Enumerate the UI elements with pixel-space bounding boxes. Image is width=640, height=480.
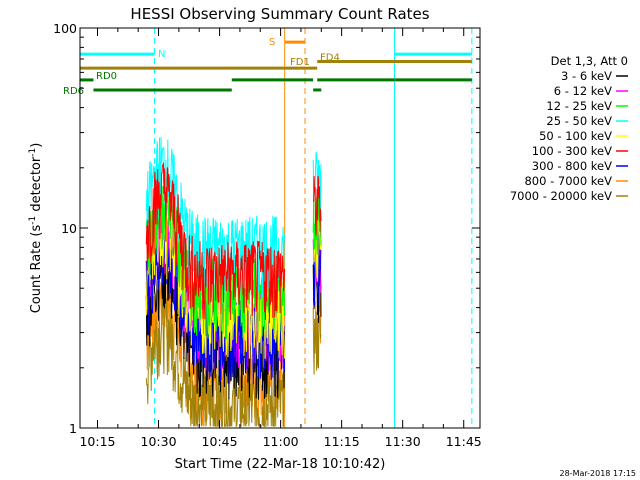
flag-label-5: RD6 <box>63 86 84 97</box>
legend-label-0: 3 - 6 keV <box>561 69 612 83</box>
plot-area <box>79 28 473 428</box>
legend-label-1: 6 - 12 keV <box>554 84 612 98</box>
series-line-8 <box>145 162 285 324</box>
flag-label-3: FD4 <box>320 52 340 63</box>
legend-label-6: 300 - 800 keV <box>532 159 612 173</box>
legend-label-4: 50 - 100 keV <box>539 129 612 143</box>
y-axis-ticks: 1 10 100 <box>53 21 480 436</box>
flag-bars: N S FD1 FD4 RD0 RD6 <box>63 37 472 97</box>
x-tick-label-1: 10:30 <box>141 434 177 449</box>
x-tick-label-6: 11:45 <box>446 434 482 449</box>
legend-label-2: 12 - 25 keV <box>546 99 612 113</box>
plot-frame <box>79 27 481 429</box>
legend-label-8: 7000 - 20000 keV <box>510 189 612 203</box>
x-axis-ticks: 10:15 10:30 10:45 11:00 11:15 11:30 11:45 <box>79 28 482 449</box>
x-tick-label-2: 10:45 <box>202 434 238 449</box>
flag-label-2: FD1 <box>290 57 310 68</box>
x-tick-label-4: 11:15 <box>324 434 360 449</box>
legend-title: Det 1,3, Att 0 <box>551 54 628 68</box>
x-axis-label: Start Time (22-Mar-18 10:10:42) <box>175 457 386 472</box>
series-burst-5 <box>313 210 322 282</box>
x-tick-label-5: 11:30 <box>385 434 421 449</box>
y-axis-label: Count Rate (s-1 detector-1) <box>28 143 44 314</box>
x-tick-label-0: 10:15 <box>79 434 115 449</box>
x-tick-label-3: 11:00 <box>263 434 299 449</box>
series-burst-8 <box>313 175 322 236</box>
series-line-1 <box>145 290 285 427</box>
legend-label-5: 100 - 300 keV <box>532 144 612 158</box>
flag-label-0: N <box>158 49 165 60</box>
y-tick-label-1: 10 <box>61 221 77 236</box>
y-tick-label-2: 100 <box>53 21 77 36</box>
footer-date: 28-Mar-2018 17:15 <box>560 469 637 478</box>
flag-label-4: RD0 <box>96 71 117 82</box>
legend-label-3: 25 - 50 keV <box>546 114 612 128</box>
y-tick-label-0: 1 <box>69 421 77 436</box>
flag-label-1: S <box>269 37 275 48</box>
legend-label-7: 800 - 7000 keV <box>524 174 612 188</box>
series-burst-1 <box>312 308 322 375</box>
chart-title: HESSI Observing Summary Count Rates <box>130 5 429 23</box>
